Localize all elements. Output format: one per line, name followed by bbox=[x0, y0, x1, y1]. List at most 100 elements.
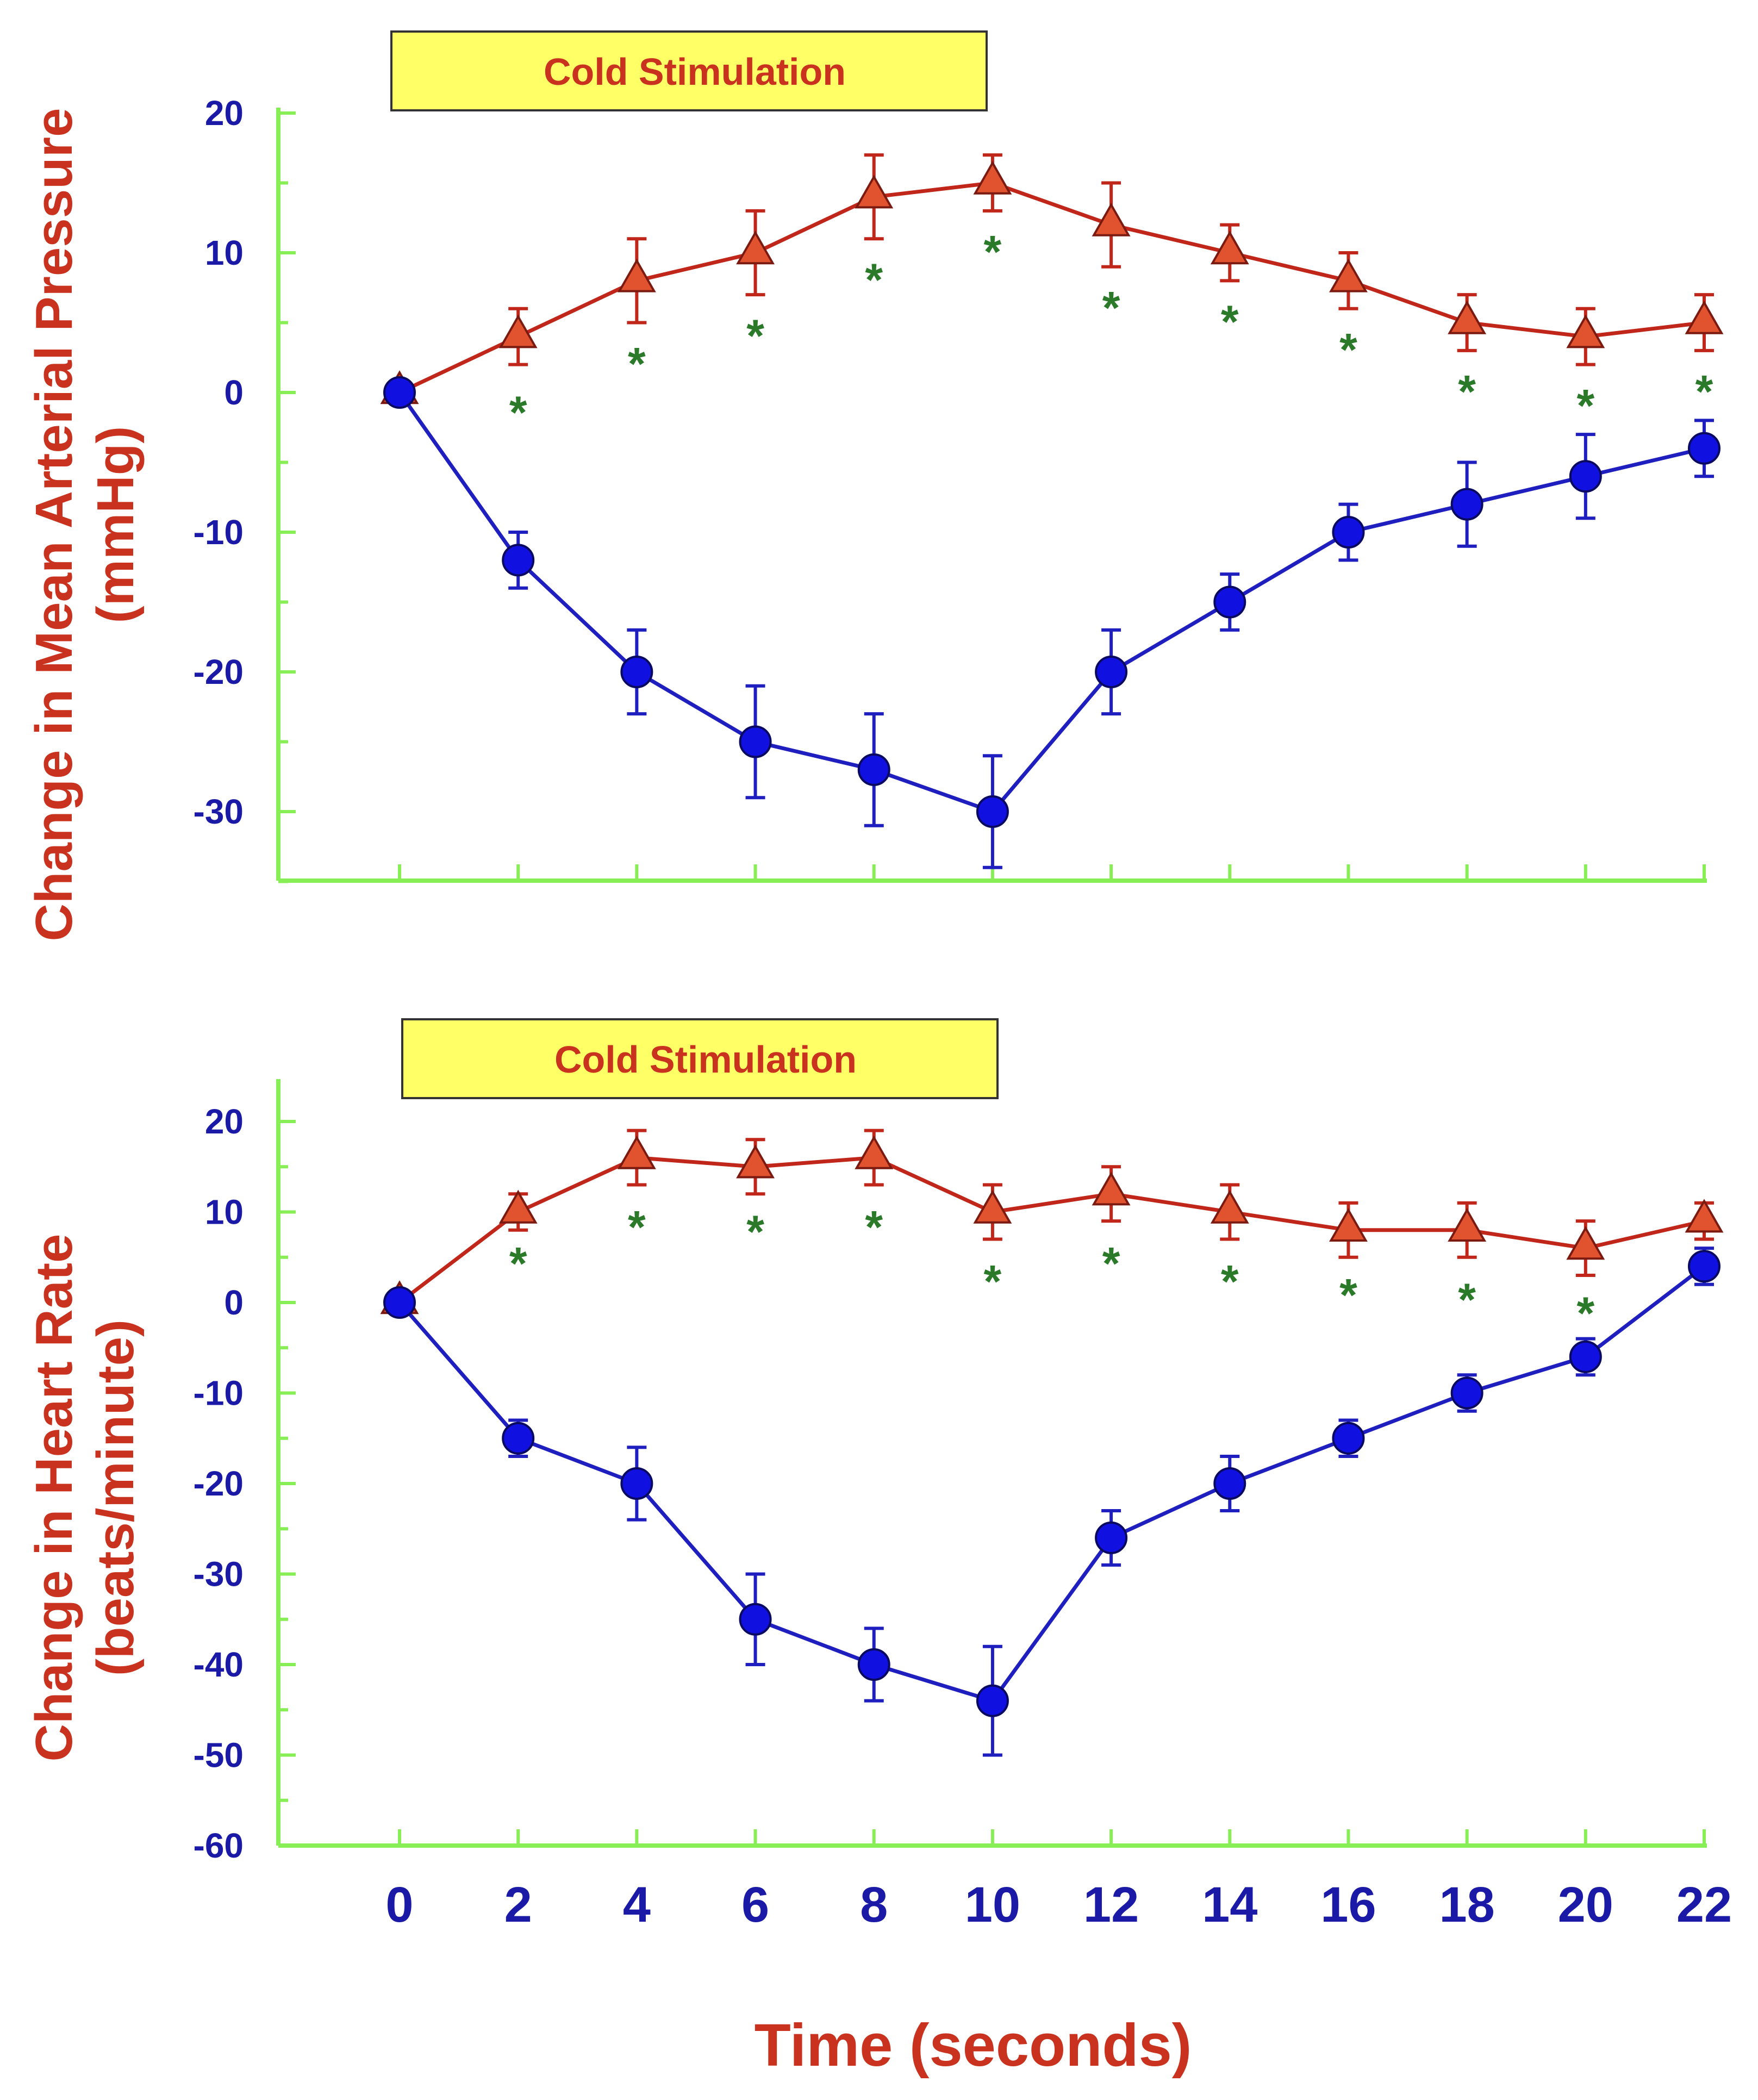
x-tick-label: 0 bbox=[385, 1877, 413, 1933]
circle-marker bbox=[1332, 1422, 1365, 1455]
y-tick-label: 20 bbox=[205, 94, 244, 133]
y-tick-label: -10 bbox=[194, 513, 244, 552]
plot-area-1: 20 10 0 -10 -20 -30 -40 -50 -60 * * * * * * * * * * bbox=[194, 1079, 1724, 1865]
significance-asterisk: * bbox=[1339, 324, 1357, 375]
triangle-marker bbox=[1210, 1189, 1249, 1224]
circle-marker bbox=[502, 544, 535, 577]
triangle-marker bbox=[973, 1189, 1012, 1224]
panel-mean-arterial-pressure: Cold Stimulation Change in Mean Arterial… bbox=[25, 30, 988, 942]
circle-marker bbox=[1569, 460, 1602, 493]
cold-stimulation-label: Cold Stimulation bbox=[544, 51, 846, 93]
plot-area-0: 20 10 0 -10 -20 -30 * * * * * * * * * * * bbox=[194, 94, 1724, 883]
triangle-marker bbox=[1329, 258, 1368, 292]
significance-asterisk: * bbox=[1576, 380, 1594, 431]
series-triangle bbox=[380, 153, 1724, 404]
significance-asterisk: * bbox=[865, 254, 883, 306]
triangle-marker bbox=[498, 1189, 538, 1224]
panel-heart-rate: Cold Stimulation Change in Heart Rate (b… bbox=[25, 1018, 999, 1762]
triangle-marker bbox=[1566, 1226, 1605, 1260]
cold-stimulation-box bbox=[390, 30, 988, 111]
significance-asterisk: * bbox=[984, 1256, 1002, 1307]
y-tick-label: 0 bbox=[224, 1283, 244, 1322]
triangle-marker bbox=[1448, 1207, 1487, 1242]
series-triangle bbox=[380, 1129, 1724, 1314]
triangle-marker bbox=[498, 314, 538, 348]
significance-asterisk: * bbox=[1576, 1287, 1594, 1338]
series-circle bbox=[383, 376, 1720, 869]
series-line bbox=[398, 391, 1705, 814]
circle-marker bbox=[857, 1648, 890, 1681]
y-axis-title-line1: Change in Mean Arterial Pressure bbox=[25, 108, 83, 942]
series-circle bbox=[383, 1247, 1720, 1757]
circle-marker bbox=[857, 753, 890, 786]
x-tick-label: 6 bbox=[741, 1877, 769, 1933]
significance-asterisk: * bbox=[628, 1201, 646, 1252]
circle-marker bbox=[502, 1422, 535, 1455]
y-axis-title-line2: (beats/minute) bbox=[86, 1319, 145, 1676]
significance-asterisk: * bbox=[509, 1238, 527, 1289]
x-tick-label: 16 bbox=[1320, 1877, 1376, 1933]
series-line bbox=[398, 1156, 1705, 1304]
circle-marker bbox=[1450, 488, 1483, 521]
circle-marker bbox=[620, 656, 653, 688]
y-tick-label: -30 bbox=[194, 792, 244, 831]
significance-asterisk: * bbox=[746, 1206, 764, 1257]
y-tick-label: -20 bbox=[194, 1464, 244, 1503]
series-line bbox=[398, 180, 1705, 395]
series-line bbox=[398, 1264, 1706, 1703]
circle-marker bbox=[739, 725, 772, 758]
triangle-marker bbox=[1210, 230, 1249, 265]
circle-marker bbox=[739, 1603, 772, 1636]
y-tick-label: 0 bbox=[224, 373, 244, 412]
y-tick-label: 10 bbox=[205, 1193, 244, 1232]
significance-asterisk: * bbox=[984, 226, 1002, 277]
y-tick-label: -10 bbox=[194, 1374, 244, 1413]
triangle-marker bbox=[973, 160, 1012, 195]
triangle-marker bbox=[1685, 1199, 1724, 1233]
circle-marker bbox=[1332, 516, 1365, 549]
x-tick-label: 20 bbox=[1558, 1877, 1613, 1933]
significance-asterisk: * bbox=[1339, 1269, 1357, 1320]
circle-marker bbox=[1095, 1521, 1128, 1554]
cold-stimulation-box bbox=[401, 1018, 999, 1099]
triangle-marker bbox=[1685, 300, 1724, 334]
significance-asterisk: * bbox=[1221, 296, 1239, 347]
circle-marker bbox=[1213, 1467, 1246, 1500]
circle-marker bbox=[976, 1684, 1009, 1717]
y-axis-title-line1: Change in Heart Rate bbox=[25, 1234, 83, 1762]
circle-marker bbox=[1213, 585, 1246, 619]
y-axis-title-line2: (mmHg) bbox=[86, 426, 145, 624]
significance-asterisk: * bbox=[1221, 1256, 1239, 1307]
triangle-marker bbox=[855, 1135, 894, 1169]
cold-stimulation-label: Cold Stimulation bbox=[554, 1038, 857, 1081]
triangle-marker bbox=[855, 175, 894, 209]
y-tick-label: -50 bbox=[194, 1736, 244, 1775]
x-tick-label: 22 bbox=[1676, 1877, 1732, 1933]
circle-marker bbox=[383, 1286, 416, 1319]
triangle-marker bbox=[1566, 314, 1605, 348]
x-tick-label: 8 bbox=[860, 1877, 888, 1933]
circle-marker bbox=[1688, 1250, 1720, 1283]
y-tick-label: 20 bbox=[205, 1102, 244, 1141]
y-tick-label: -60 bbox=[194, 1826, 244, 1865]
significance-asterisk: * bbox=[1695, 366, 1713, 417]
significance-asterisk: * bbox=[1458, 1274, 1476, 1325]
y-tick-label: -20 bbox=[194, 652, 244, 691]
circle-marker bbox=[1450, 1376, 1483, 1410]
triangle-marker bbox=[736, 1144, 775, 1179]
triangle-marker bbox=[1092, 202, 1131, 236]
significance-asterisk: * bbox=[1102, 1238, 1120, 1289]
significance-asterisk: * bbox=[1458, 366, 1476, 417]
x-tick-label: 18 bbox=[1439, 1877, 1494, 1933]
x-tick-label: 14 bbox=[1202, 1877, 1257, 1933]
triangle-marker bbox=[617, 258, 656, 292]
significance-asterisk: * bbox=[1102, 282, 1120, 333]
x-tick-label: 4 bbox=[623, 1877, 651, 1933]
circle-marker bbox=[1569, 1340, 1602, 1373]
x-axis-title: Time (seconds) bbox=[755, 2012, 1192, 2079]
x-tick-label: 12 bbox=[1083, 1877, 1139, 1933]
significance-asterisk: * bbox=[509, 387, 527, 438]
circle-marker bbox=[383, 376, 416, 409]
